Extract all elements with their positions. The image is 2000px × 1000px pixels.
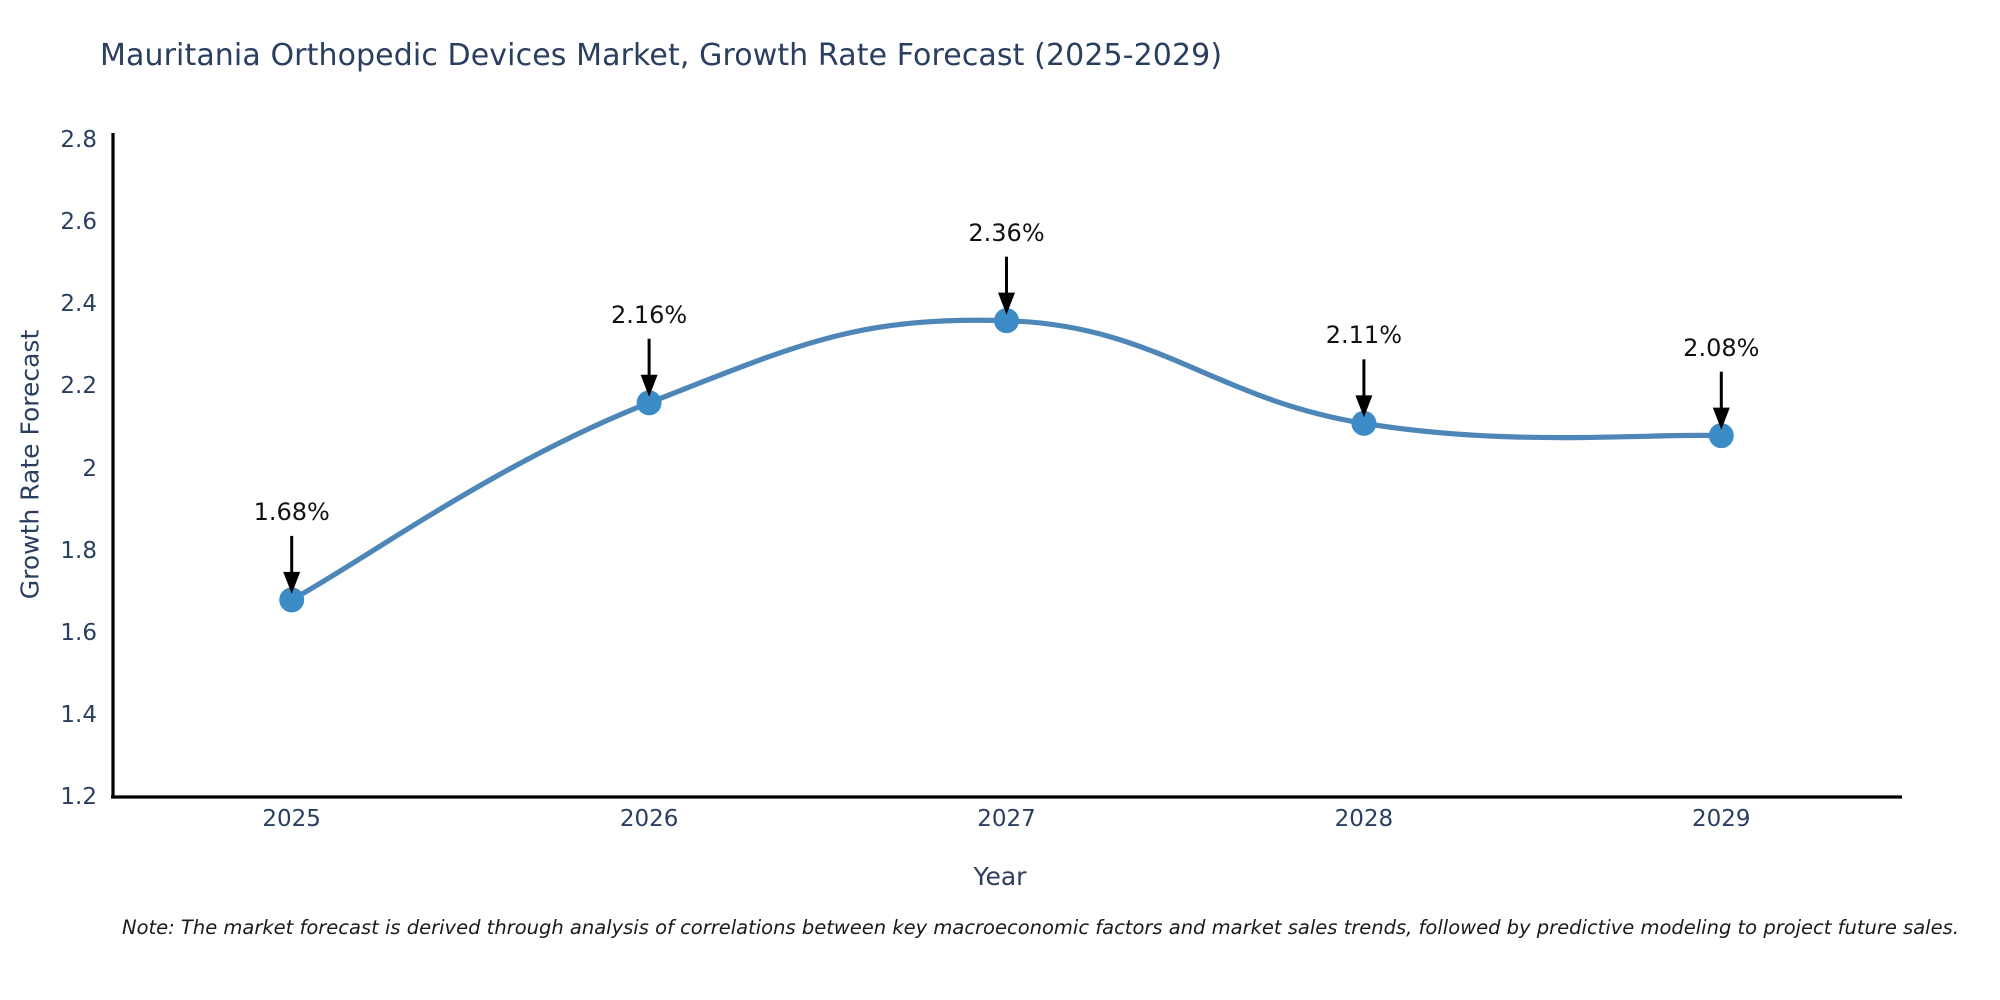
- data-point-label: 2.36%: [968, 218, 1045, 247]
- y-axis-tick-label: 2.4: [60, 291, 97, 318]
- y-axis-tick-label: 1.6: [60, 619, 97, 646]
- data-point-marker: [1351, 410, 1377, 436]
- x-axis-title: Year: [973, 862, 1027, 891]
- data-series-line: [289, 317, 1724, 603]
- y-axis-tick-label: 2.8: [60, 127, 97, 153]
- y-axis-tick-label: 2.6: [60, 209, 97, 236]
- chart-note: Note: The market forecast is derived thr…: [122, 916, 1959, 939]
- x-axis-tick-label: 2026: [619, 806, 679, 832]
- chart-title: Mauritania Orthopedic Devices Market, Gr…: [100, 38, 1223, 73]
- annotation-arrows: [283, 256, 1730, 594]
- axis-lines: [111, 133, 1902, 799]
- y-axis-tick-label: 2: [82, 455, 97, 482]
- y-axis-tick-label: 1.2: [60, 784, 97, 810]
- data-point-markers: [279, 308, 1734, 613]
- data-point-label: 2.08%: [1683, 333, 1760, 362]
- y-axis-tick-label: 1.4: [60, 701, 97, 728]
- data-point-label: 1.68%: [253, 497, 330, 526]
- data-point-marker: [1708, 423, 1734, 449]
- x-axis-tick-label: 2027: [977, 806, 1036, 832]
- y-axis-tick-label: 1.8: [60, 537, 97, 564]
- x-axis-tick-label: 2028: [1334, 806, 1394, 832]
- data-point-label: 2.11%: [1325, 321, 1403, 350]
- data-point-marker: [994, 308, 1019, 334]
- y-axis-tick-label: 2.2: [60, 373, 97, 400]
- data-point-marker: [279, 587, 305, 613]
- x-axis-tick-label: 2029: [1692, 806, 1751, 832]
- x-axis-tick-label: 2025: [262, 806, 321, 832]
- data-point-marker: [636, 390, 662, 416]
- data-point-label: 2.16%: [610, 300, 688, 329]
